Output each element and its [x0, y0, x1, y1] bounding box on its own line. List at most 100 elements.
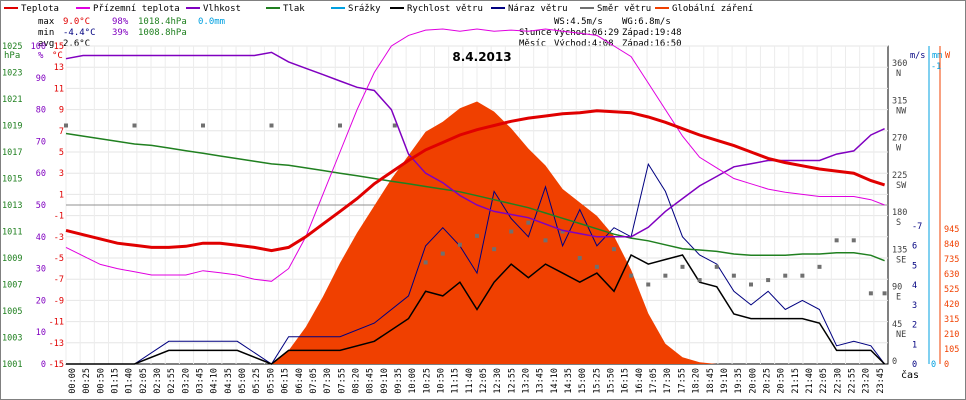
temp-axis-tick: 11: [54, 84, 64, 94]
pct-axis-tick: 30: [36, 265, 46, 275]
wind-dir-point: [731, 273, 736, 278]
hpa-axis-tick: 1023: [2, 69, 22, 79]
dir-axis-label: N: [896, 69, 901, 79]
wind-axis-tick: 1: [912, 340, 917, 350]
wind-dir-point: [680, 264, 685, 269]
hpa-axis-tick: 1001: [2, 360, 22, 370]
hpa-axis-tick: 1007: [2, 281, 22, 291]
x-tick-label: 15:00: [578, 368, 588, 394]
x-tick-label: 04:35: [224, 368, 234, 394]
wind-dir-point: [338, 123, 342, 128]
x-tick-label: 13:45: [536, 368, 546, 394]
wind-dir-point: [697, 278, 702, 283]
x-tick-label: 07:05: [309, 368, 319, 394]
x-tick-label: 13:20: [522, 368, 532, 394]
stats-sun-label: Slunce: [519, 28, 552, 38]
rad-axis-tick: 210: [944, 330, 959, 340]
stats-min-temp: -4.4°C: [63, 28, 96, 38]
hpa-axis-tick: 1013: [2, 201, 22, 211]
wind-dir-point: [766, 278, 771, 283]
wind-dir-point: [392, 123, 397, 128]
wind-dir-point: [475, 233, 479, 238]
temp-axis-tick: -7: [54, 275, 64, 285]
rad-axis-tick: 420: [944, 300, 959, 310]
stats-max-label: max: [38, 17, 55, 27]
x-tick-label: 11:40: [465, 368, 475, 394]
wind-axis-tick: 2: [912, 321, 917, 331]
dir-axis-tick: 0: [892, 357, 897, 367]
x-tick-label: 10:00: [408, 368, 418, 394]
pct-axis-tick: 0: [41, 360, 46, 370]
x-tick-label: 19:10: [720, 368, 730, 394]
x-tick-label: 14:10: [550, 368, 560, 394]
x-tick-label: 00:50: [96, 368, 106, 394]
wind-dir-point: [800, 273, 805, 278]
dir-axis-tick: 45: [892, 320, 902, 330]
temp-axis-tick: 1: [59, 190, 64, 200]
wind-dir-point: [64, 123, 68, 128]
x-tick-label: 04:10: [210, 368, 220, 394]
wind-dir-point: [423, 260, 428, 265]
temp-axis-unit: °C: [52, 51, 63, 61]
x-tick-label: 05:25: [252, 368, 262, 394]
stats-avg-temp: 2.6°C: [63, 39, 90, 49]
temp-axis-tick: -5: [54, 254, 64, 264]
pct-axis-tick: 10: [36, 328, 46, 338]
stats-max-temp: 9.0°C: [63, 17, 90, 27]
x-tick-label: 03:45: [196, 368, 206, 394]
dir-axis-tick: 270: [892, 134, 907, 144]
temp-axis-tick: 7: [59, 127, 64, 137]
x-tick-label: 09:35: [394, 368, 404, 394]
stats-max-hum: 98%: [112, 17, 129, 27]
temp-axis-tick: 3: [59, 169, 64, 179]
stats-max-press: 1018.4hPa: [138, 17, 187, 27]
legend-label: Přízemní teplota: [93, 4, 180, 14]
radiation-area: [271, 101, 717, 364]
legend: Teplota Přízemní teplota Vlhkost Tlak Srážky…: [4, 4, 753, 14]
x-tick-label: 09:10: [380, 368, 390, 394]
stats-min-label: min: [38, 28, 54, 38]
legend-label: Teplota: [21, 4, 59, 14]
hpa-axis-tick: 1009: [2, 254, 22, 264]
wind-axis-tick: 0: [912, 360, 917, 370]
pct-axis-tick: 70: [36, 137, 46, 147]
legend-label: Srážky: [348, 4, 381, 14]
x-tick-label: 18:45: [706, 368, 716, 394]
pct-axis-tick: 20: [36, 296, 46, 306]
hpa-axis-tick: 1003: [2, 334, 22, 344]
wind-dir-point: [492, 247, 497, 252]
series-temp-line: [65, 109, 886, 253]
stats-wg: WG:6.8m/s: [622, 17, 671, 27]
hpa-axis-tick: 1021: [2, 95, 22, 105]
stats-sun-rise: Východ:06:29: [554, 28, 619, 38]
x-tick-label: 01:40: [125, 368, 135, 394]
x-tick-label: 02:30: [153, 368, 163, 394]
x-tick-label: 05:50: [266, 368, 276, 394]
temp-axis-tick: -9: [54, 296, 64, 306]
x-tick-label: 23:20: [862, 368, 872, 394]
stats-avg-label: avg: [38, 39, 54, 49]
rad-axis-tick: 0: [944, 360, 949, 370]
legend-label: Tlak: [283, 4, 305, 14]
axes-layer: 1025102310211019101710151013101110091007…: [2, 42, 959, 394]
wind-dir-point: [629, 273, 634, 278]
series-speed-line: [66, 253, 886, 365]
wind-dir-point: [269, 123, 274, 128]
wind-dir-point: [594, 264, 599, 269]
x-tick-label: 23:45: [876, 368, 886, 394]
wind-dir-point: [440, 251, 445, 256]
wind-dir-point: [577, 256, 582, 260]
rad-axis-unit: W: [945, 51, 951, 61]
wind-dir-point: [132, 123, 137, 128]
x-tick-label: 12:55: [507, 368, 517, 394]
stats-max-rain: 0.0mm: [198, 17, 225, 27]
wind-dir-point: [201, 123, 205, 128]
temp-axis-tick: 5: [59, 148, 64, 158]
dir-axis-tick: 360: [892, 59, 907, 69]
x-tick-label: 14:35: [564, 368, 574, 394]
x-tick-label: 20:50: [777, 368, 787, 394]
pct-axis-tick: 60: [36, 169, 46, 179]
x-tick-label: 17:55: [677, 368, 687, 394]
stats-moon-rise: Východ:4:08: [554, 39, 614, 49]
stats-min-press: 1008.8hPa: [138, 28, 187, 38]
